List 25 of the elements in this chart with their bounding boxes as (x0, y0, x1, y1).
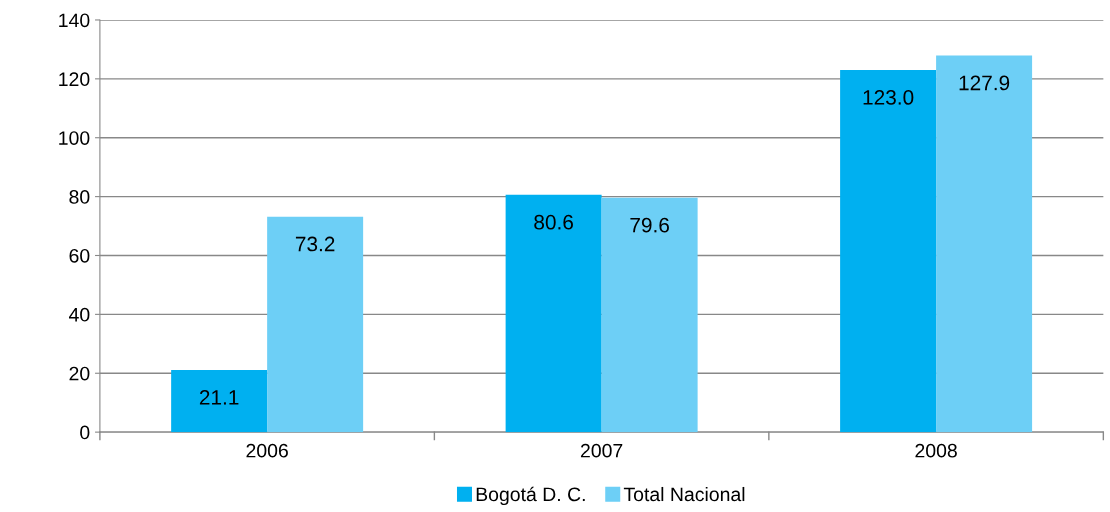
y-tick-label: 140 (59, 13, 90, 28)
data-label: 73.2 (295, 236, 335, 252)
bar (936, 55, 1033, 433)
bar (171, 370, 268, 433)
x-tick-label: 2007 (580, 443, 623, 458)
y-tick-label: 60 (69, 248, 90, 263)
bar (840, 70, 937, 433)
y-tick-label: 120 (59, 72, 90, 87)
data-label: 21.1 (199, 390, 239, 405)
bar (267, 216, 364, 433)
y-tick-label: 0 (80, 425, 90, 440)
data-label: 79.6 (630, 217, 669, 233)
y-tick-label: 20 (69, 366, 90, 381)
data-label: 123.0 (863, 90, 914, 105)
bar (601, 197, 698, 433)
x-tick-label: 2006 (246, 443, 288, 458)
y-tick-label: 40 (69, 307, 90, 322)
data-label: 80.6 (534, 214, 573, 230)
legend-label: Total Nacional (623, 486, 745, 502)
x-tick-label: 2008 (915, 443, 957, 458)
bar (505, 194, 602, 433)
y-tick-label: 100 (59, 131, 90, 145)
data-label: 127.9 (959, 75, 1010, 91)
legend-label: Bogotá D. C. (476, 486, 585, 506)
y-tick-label: 80 (69, 190, 90, 204)
